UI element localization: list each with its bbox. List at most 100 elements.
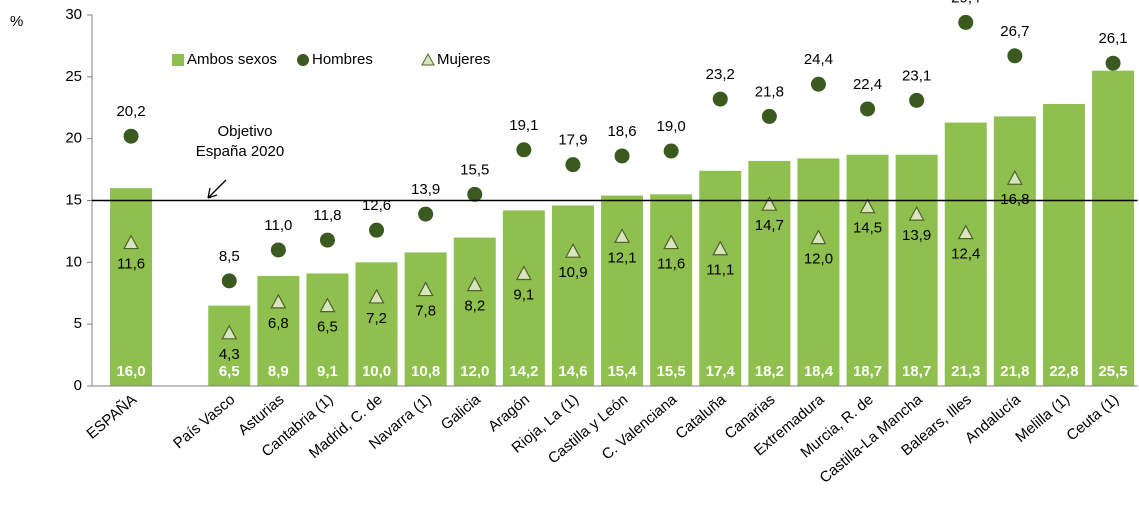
hombres-point [1105,55,1121,71]
bar [699,170,742,386]
point-label: 12,6 [362,197,391,214]
bar-label: 10,0 [362,363,391,380]
mujeres-point [417,281,434,297]
point-label: 4,3 [219,346,240,363]
bar [502,210,545,386]
hombres-point [270,242,286,258]
mujeres-point [270,293,287,309]
annotation-arrow [207,179,227,199]
point-label: 13,9 [902,227,931,244]
mujeres-point [614,228,631,243]
bar [404,252,447,386]
point-label: 18,6 [607,123,636,140]
legend-label: Hombres [312,51,373,68]
hombres-point [123,128,139,144]
mujeres-point [1006,169,1023,185]
bar [797,158,840,386]
hombres-point [909,92,925,108]
point-label: 7,2 [366,310,387,327]
point-label: 8,2 [464,298,485,315]
point-label: 9,1 [513,286,534,303]
bar-label: 21,8 [1000,363,1029,380]
y-tick-label: 30 [65,6,82,23]
point-label: 11,8 [313,207,341,224]
point-label: 23,1 [902,67,931,84]
point-label: 15,5 [460,161,489,178]
bar-label: 6,5 [219,363,240,380]
mujeres-point [515,265,532,281]
x-tick-label: País Vasco [170,391,238,452]
hombres-point [1007,48,1023,64]
point-label: 21,8 [755,83,784,100]
hombres-point [761,108,777,124]
bar-label: 15,5 [657,363,686,380]
mujeres-point [319,297,336,313]
bar-label: 18,4 [804,363,834,380]
bar [1092,70,1135,387]
mujeres-point [761,195,778,211]
mujeres-point [810,229,827,245]
point-label: 24,4 [804,51,833,68]
bar-label: 17,4 [706,363,736,380]
mujeres-point [368,288,385,304]
hombres-point [221,273,237,289]
bar-label: 8,9 [268,363,289,380]
y-tick-label: 5 [74,315,82,332]
point-label: 10,9 [558,264,587,281]
bar-label: 25,5 [1098,363,1127,380]
bar [208,305,251,386]
point-label: 13,9 [411,181,440,198]
bar [453,237,496,386]
point-label: 8,5 [219,248,240,265]
hombres-point [418,206,434,222]
bar [993,116,1036,386]
hombres-point [319,232,335,248]
point-label: 29,4 [951,0,980,6]
bar-label: 22,8 [1049,363,1078,380]
bar [650,194,693,386]
point-label: 19,1 [509,117,538,134]
bar-label: 9,1 [317,363,338,380]
x-tick-label: Cataluña [672,391,729,443]
point-label: 11,1 [706,262,734,279]
point-label: 14,5 [853,220,882,237]
hombres-point [712,91,728,107]
bar [551,205,594,386]
mujeres-point [859,198,876,214]
annotation: Objetivo [217,123,272,140]
bar-label: 15,4 [607,363,637,380]
mujeres-point [221,324,238,340]
point-label: 26,1 [1098,30,1127,47]
bar [944,122,987,386]
bar-label: 14,2 [509,363,538,380]
mujeres-point [712,240,729,256]
point-label: 26,7 [1000,23,1029,40]
bar-label: 18,2 [755,363,784,380]
bar [355,262,398,386]
hombres-point [860,101,876,117]
hombres-point [516,142,532,158]
legend-label: Ambos sexos [187,51,277,68]
x-tick-label: Galicia [438,391,485,434]
bar [601,195,644,386]
bar-label: 12,0 [460,363,489,380]
point-label: 12,1 [607,249,636,266]
hombres-point [958,14,974,30]
legend-swatch [421,52,435,66]
point-label: 11,0 [264,217,292,234]
point-label: 7,8 [415,303,436,320]
bar [895,154,938,386]
bar-label: 10,8 [411,363,440,380]
x-tick-label: ESPAÑA [83,391,140,442]
bar-label: 18,7 [853,363,882,380]
legend-label: Mujeres [437,51,490,68]
x-tick-label: Ceuta (1) [1063,391,1122,444]
point-label: 11,6 [117,256,145,273]
point-label: 20,2 [116,103,145,120]
hombres-point [614,148,630,164]
hombres-point [467,186,483,202]
point-label: 11,6 [657,256,685,273]
bar [846,154,889,386]
point-label: 12,4 [951,246,980,263]
